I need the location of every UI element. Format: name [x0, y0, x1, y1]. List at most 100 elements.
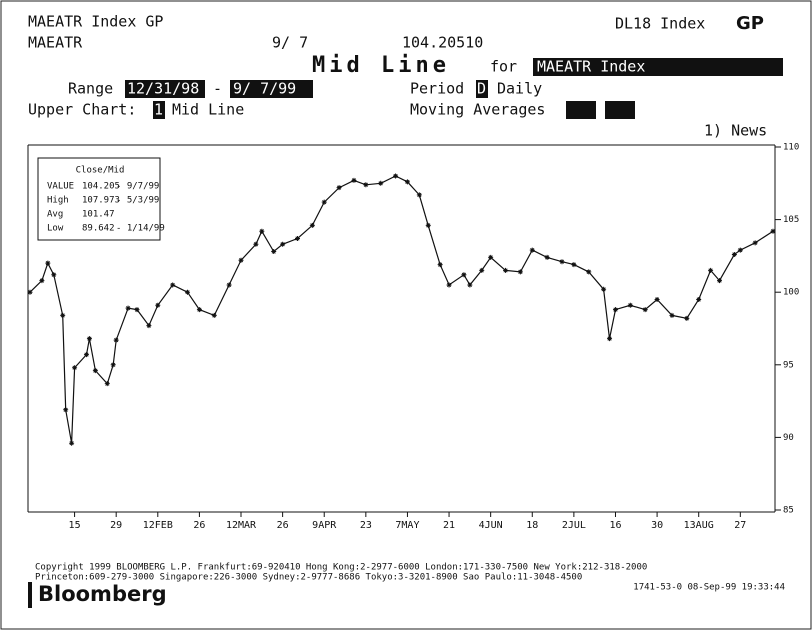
point — [271, 249, 277, 255]
legend-cell: VALUE — [47, 182, 74, 192]
legend-cell: - 9/7/99 — [116, 182, 159, 192]
point — [336, 185, 342, 191]
point — [72, 365, 78, 371]
legend-cell: - 1/14/99 — [116, 224, 165, 234]
point — [321, 199, 327, 205]
period-box — [476, 80, 488, 98]
y-tick-label: 110 — [783, 143, 799, 153]
point — [211, 312, 217, 318]
footer-line: 1741-53-0 08-Sep-99 19:33:44 — [633, 583, 785, 593]
legend-cell: 89.642 — [82, 224, 115, 234]
x-tick-label: 26 — [193, 520, 205, 531]
point — [416, 192, 422, 198]
point — [488, 254, 494, 260]
price: 104.20510 — [402, 34, 483, 52]
point — [378, 180, 384, 186]
point — [684, 315, 690, 321]
ma-box — [605, 101, 635, 119]
right-code: DL18 Index — [615, 15, 705, 33]
point — [146, 323, 152, 329]
legend-cell: High — [47, 196, 69, 206]
x-tick-label: 16 — [609, 520, 621, 531]
point — [113, 337, 119, 343]
range-start-box — [125, 80, 205, 98]
x-tick-label: 4JUN — [479, 520, 503, 531]
x-tick-label: 7MAY — [395, 520, 419, 531]
point — [601, 286, 607, 292]
point — [752, 240, 758, 246]
point — [155, 302, 161, 308]
footer-line: Copyright 1999 BLOOMBERG L.P. Frankfurt:… — [35, 563, 647, 573]
news[interactable]: 1) News — [704, 122, 767, 140]
point — [737, 247, 743, 253]
point — [363, 182, 369, 188]
upper-chart-box — [153, 101, 165, 119]
x-tick-label: 30 — [651, 520, 663, 531]
point — [39, 278, 45, 284]
x-tick-label: 12MAR — [226, 520, 257, 531]
point — [612, 307, 618, 313]
x-tick-label: 27 — [734, 520, 746, 531]
point — [60, 312, 66, 318]
point — [642, 307, 648, 313]
point — [544, 254, 550, 260]
point — [461, 272, 467, 278]
ticker: MAEATR — [28, 34, 83, 52]
legend-cell: Low — [47, 224, 64, 234]
x-tick-label: 29 — [110, 520, 122, 531]
x-tick-label: 26 — [277, 520, 289, 531]
point — [627, 302, 633, 308]
point — [238, 257, 244, 263]
left-title: MAEATR Index GP — [28, 13, 163, 31]
point — [503, 267, 509, 273]
point — [45, 260, 51, 266]
point — [170, 282, 176, 288]
legend-cell: 107.973 — [82, 196, 120, 206]
footer-line: Princeton:609-279-3000 Singapore:226-300… — [35, 573, 582, 583]
upper-chart-code: 1 — [154, 101, 163, 119]
y-tick-label: 90 — [783, 433, 794, 443]
period-name: Daily — [497, 80, 542, 98]
point — [110, 362, 116, 368]
point — [517, 269, 523, 275]
x-tick-label: 21 — [443, 520, 455, 531]
point — [309, 222, 315, 228]
x-tick-label: 12FEB — [143, 520, 173, 531]
point — [393, 173, 399, 179]
x-tick-label: 13AUG — [684, 520, 714, 531]
point — [253, 241, 259, 247]
point — [125, 305, 131, 311]
point — [226, 282, 232, 288]
period-code: D — [477, 80, 486, 98]
point — [294, 235, 300, 241]
point — [92, 368, 98, 374]
point — [351, 177, 357, 183]
y-tick-label: 85 — [783, 506, 794, 516]
point — [479, 267, 485, 273]
point — [86, 336, 92, 342]
upper-chart-label: Upper Chart: — [28, 101, 136, 119]
y-tick-label: 95 — [783, 360, 794, 370]
date: 9/ 7 — [272, 34, 308, 52]
point — [717, 278, 723, 284]
point — [83, 352, 89, 358]
point — [404, 179, 410, 185]
ma-box — [566, 101, 596, 119]
legend-title: Close/Mid — [76, 166, 125, 176]
period-label: Period — [410, 80, 464, 98]
x-tick-label: 9APR — [312, 520, 337, 531]
logo: Bloomberg — [38, 582, 167, 606]
y-tick-label: 100 — [783, 288, 799, 298]
point — [425, 222, 431, 228]
point — [280, 241, 286, 247]
moving-averages: Moving Averages — [410, 101, 545, 119]
for-label: for — [490, 58, 517, 76]
point — [696, 296, 702, 302]
point — [104, 381, 110, 387]
x-tick-label: 23 — [360, 520, 372, 531]
range-start: 12/31/98 — [127, 80, 199, 98]
point — [185, 289, 191, 295]
point — [69, 440, 75, 446]
